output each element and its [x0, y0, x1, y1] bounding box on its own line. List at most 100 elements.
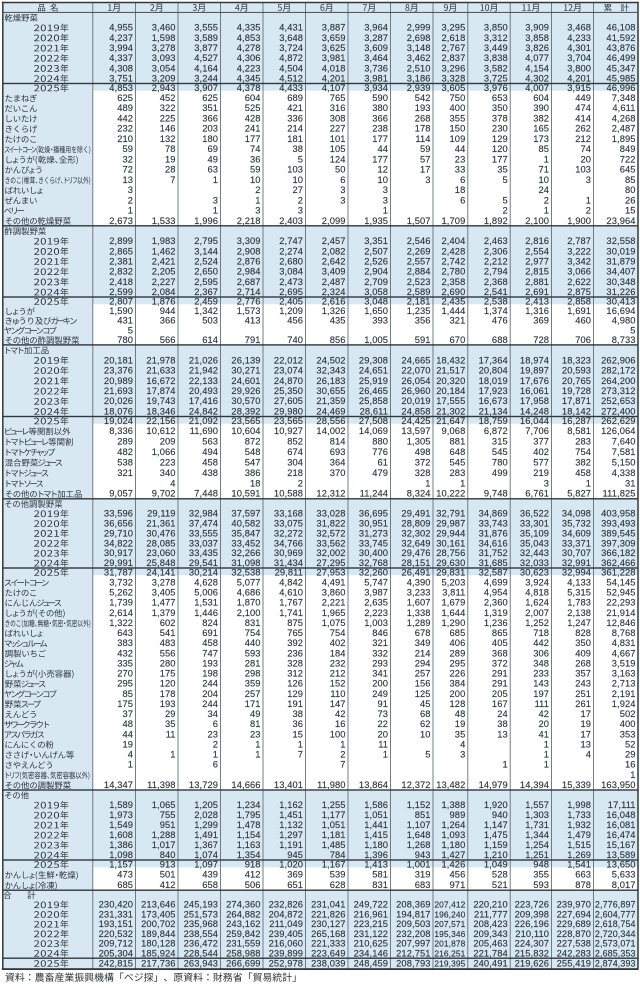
svg-text:73: 73 [378, 709, 389, 719]
svg-text:5,150: 5,150 [612, 457, 636, 467]
svg-text:2: 2 [128, 195, 133, 205]
svg-text:3,915: 3,915 [567, 83, 591, 93]
svg-text:3,278: 3,278 [152, 43, 176, 53]
svg-text:2,554: 2,554 [525, 246, 549, 256]
svg-text:24,842: 24,842 [189, 407, 218, 417]
svg-text:4,018: 4,018 [322, 63, 346, 73]
svg-text:390: 390 [533, 103, 549, 113]
svg-text:2,100: 2,100 [237, 608, 261, 618]
svg-text:6: 6 [460, 175, 465, 185]
svg-text:1: 1 [544, 750, 549, 760]
svg-text:2,695: 2,695 [279, 287, 303, 297]
svg-text:175: 175 [117, 699, 133, 709]
svg-text:1,338: 1,338 [407, 608, 431, 618]
svg-text:1,648: 1,648 [407, 830, 431, 840]
svg-text:3,312: 3,312 [484, 33, 508, 43]
svg-text:31,434: 31,434 [274, 558, 303, 568]
svg-text:227,694: 227,694 [557, 909, 591, 919]
svg-text:239,405: 239,405 [269, 929, 303, 939]
svg-text:2,832: 2,832 [109, 267, 133, 277]
svg-text:234,146: 234,146 [354, 948, 388, 958]
svg-text:167: 167 [492, 699, 508, 709]
svg-text:2,367: 2,367 [194, 287, 218, 297]
svg-text:177: 177 [245, 134, 261, 144]
svg-text:382: 382 [533, 113, 549, 123]
svg-text:2,876: 2,876 [237, 257, 261, 267]
svg-text:380: 380 [372, 103, 388, 113]
svg-text:18,759: 18,759 [479, 416, 508, 426]
svg-text:33,168: 33,168 [274, 509, 303, 519]
svg-text:273,312: 273,312 [601, 386, 635, 396]
svg-text:31,787: 31,787 [104, 567, 133, 577]
svg-text:240,491: 240,491 [473, 958, 507, 968]
svg-text:23: 23 [208, 729, 219, 739]
svg-text:1,303: 1,303 [525, 810, 549, 820]
svg-text:218: 218 [287, 468, 303, 478]
svg-text:3,405: 3,405 [152, 588, 176, 598]
svg-text:81: 81 [250, 719, 261, 729]
svg-text:728: 728 [533, 335, 549, 345]
svg-text:1,679: 1,679 [442, 598, 466, 608]
svg-text:68: 68 [420, 709, 431, 719]
svg-text:231,331: 231,331 [99, 909, 133, 919]
svg-text:216,251: 216,251 [434, 948, 465, 958]
svg-text:1,075: 1,075 [322, 618, 346, 628]
svg-text:2,028: 2,028 [194, 810, 218, 820]
svg-text:32,649: 32,649 [401, 538, 430, 548]
svg-text:59: 59 [123, 144, 134, 154]
svg-text:13,597: 13,597 [401, 426, 430, 436]
svg-text:2,221: 2,221 [322, 598, 346, 608]
svg-text:24: 24 [539, 185, 550, 195]
svg-text:291: 291 [492, 669, 508, 679]
svg-text:1: 1 [544, 206, 549, 216]
svg-text:33,037: 33,037 [189, 538, 218, 548]
svg-text:1,589: 1,589 [109, 800, 133, 810]
svg-text:5: 5 [503, 175, 508, 185]
svg-text:4: 4 [460, 740, 465, 750]
svg-text:2,776,897: 2,776,897 [595, 900, 636, 910]
svg-text:4,512: 4,512 [279, 74, 303, 84]
svg-text:4,872: 4,872 [279, 53, 303, 63]
svg-text:232: 232 [117, 124, 133, 134]
svg-text:590: 590 [372, 93, 388, 103]
svg-text:3,582: 3,582 [484, 63, 508, 73]
svg-text:32,343: 32,343 [316, 366, 345, 376]
svg-text:750: 750 [450, 93, 466, 103]
svg-text:223,649: 223,649 [311, 948, 345, 958]
svg-text:24,651: 24,651 [359, 366, 388, 376]
svg-text:1,234: 1,234 [237, 800, 261, 810]
svg-text:2,874,393: 2,874,393 [595, 958, 636, 968]
svg-text:265,168: 265,168 [311, 929, 345, 939]
svg-text:6: 6 [460, 195, 465, 205]
svg-text:1,379: 1,379 [152, 608, 176, 618]
svg-text:306: 306 [533, 648, 549, 658]
svg-text:3: 3 [383, 185, 388, 195]
svg-text:24,601: 24,601 [231, 376, 260, 386]
svg-text:18: 18 [455, 185, 466, 195]
svg-text:321: 321 [450, 316, 466, 326]
svg-text:2,381: 2,381 [109, 257, 133, 267]
svg-text:30,707: 30,707 [562, 548, 591, 558]
svg-text:69: 69 [208, 144, 219, 154]
svg-text:2,807: 2,807 [109, 296, 133, 306]
svg-text:591: 591 [415, 335, 431, 345]
svg-text:2,837: 2,837 [442, 53, 466, 63]
svg-text:1,191: 1,191 [279, 840, 303, 850]
svg-text:856: 856 [330, 335, 346, 345]
svg-text:3,909: 3,909 [525, 23, 549, 33]
svg-text:502: 502 [620, 709, 636, 719]
svg-text:5,203: 5,203 [442, 577, 466, 587]
svg-text:1,319: 1,319 [484, 608, 508, 618]
svg-text:414: 414 [575, 113, 591, 123]
svg-text:3,244: 3,244 [194, 74, 218, 84]
svg-text:674: 674 [287, 447, 303, 457]
svg-text:602: 602 [160, 618, 176, 628]
svg-text:14,979: 14,979 [479, 780, 508, 790]
svg-text:17,364: 17,364 [479, 355, 508, 365]
svg-text:213,646: 213,646 [141, 900, 175, 910]
svg-text:366,182: 366,182 [601, 548, 635, 558]
svg-text:1: 1 [383, 750, 388, 760]
svg-text:740: 740 [287, 335, 303, 345]
svg-text:207,412: 207,412 [434, 900, 465, 910]
svg-text:5: 5 [425, 750, 430, 760]
